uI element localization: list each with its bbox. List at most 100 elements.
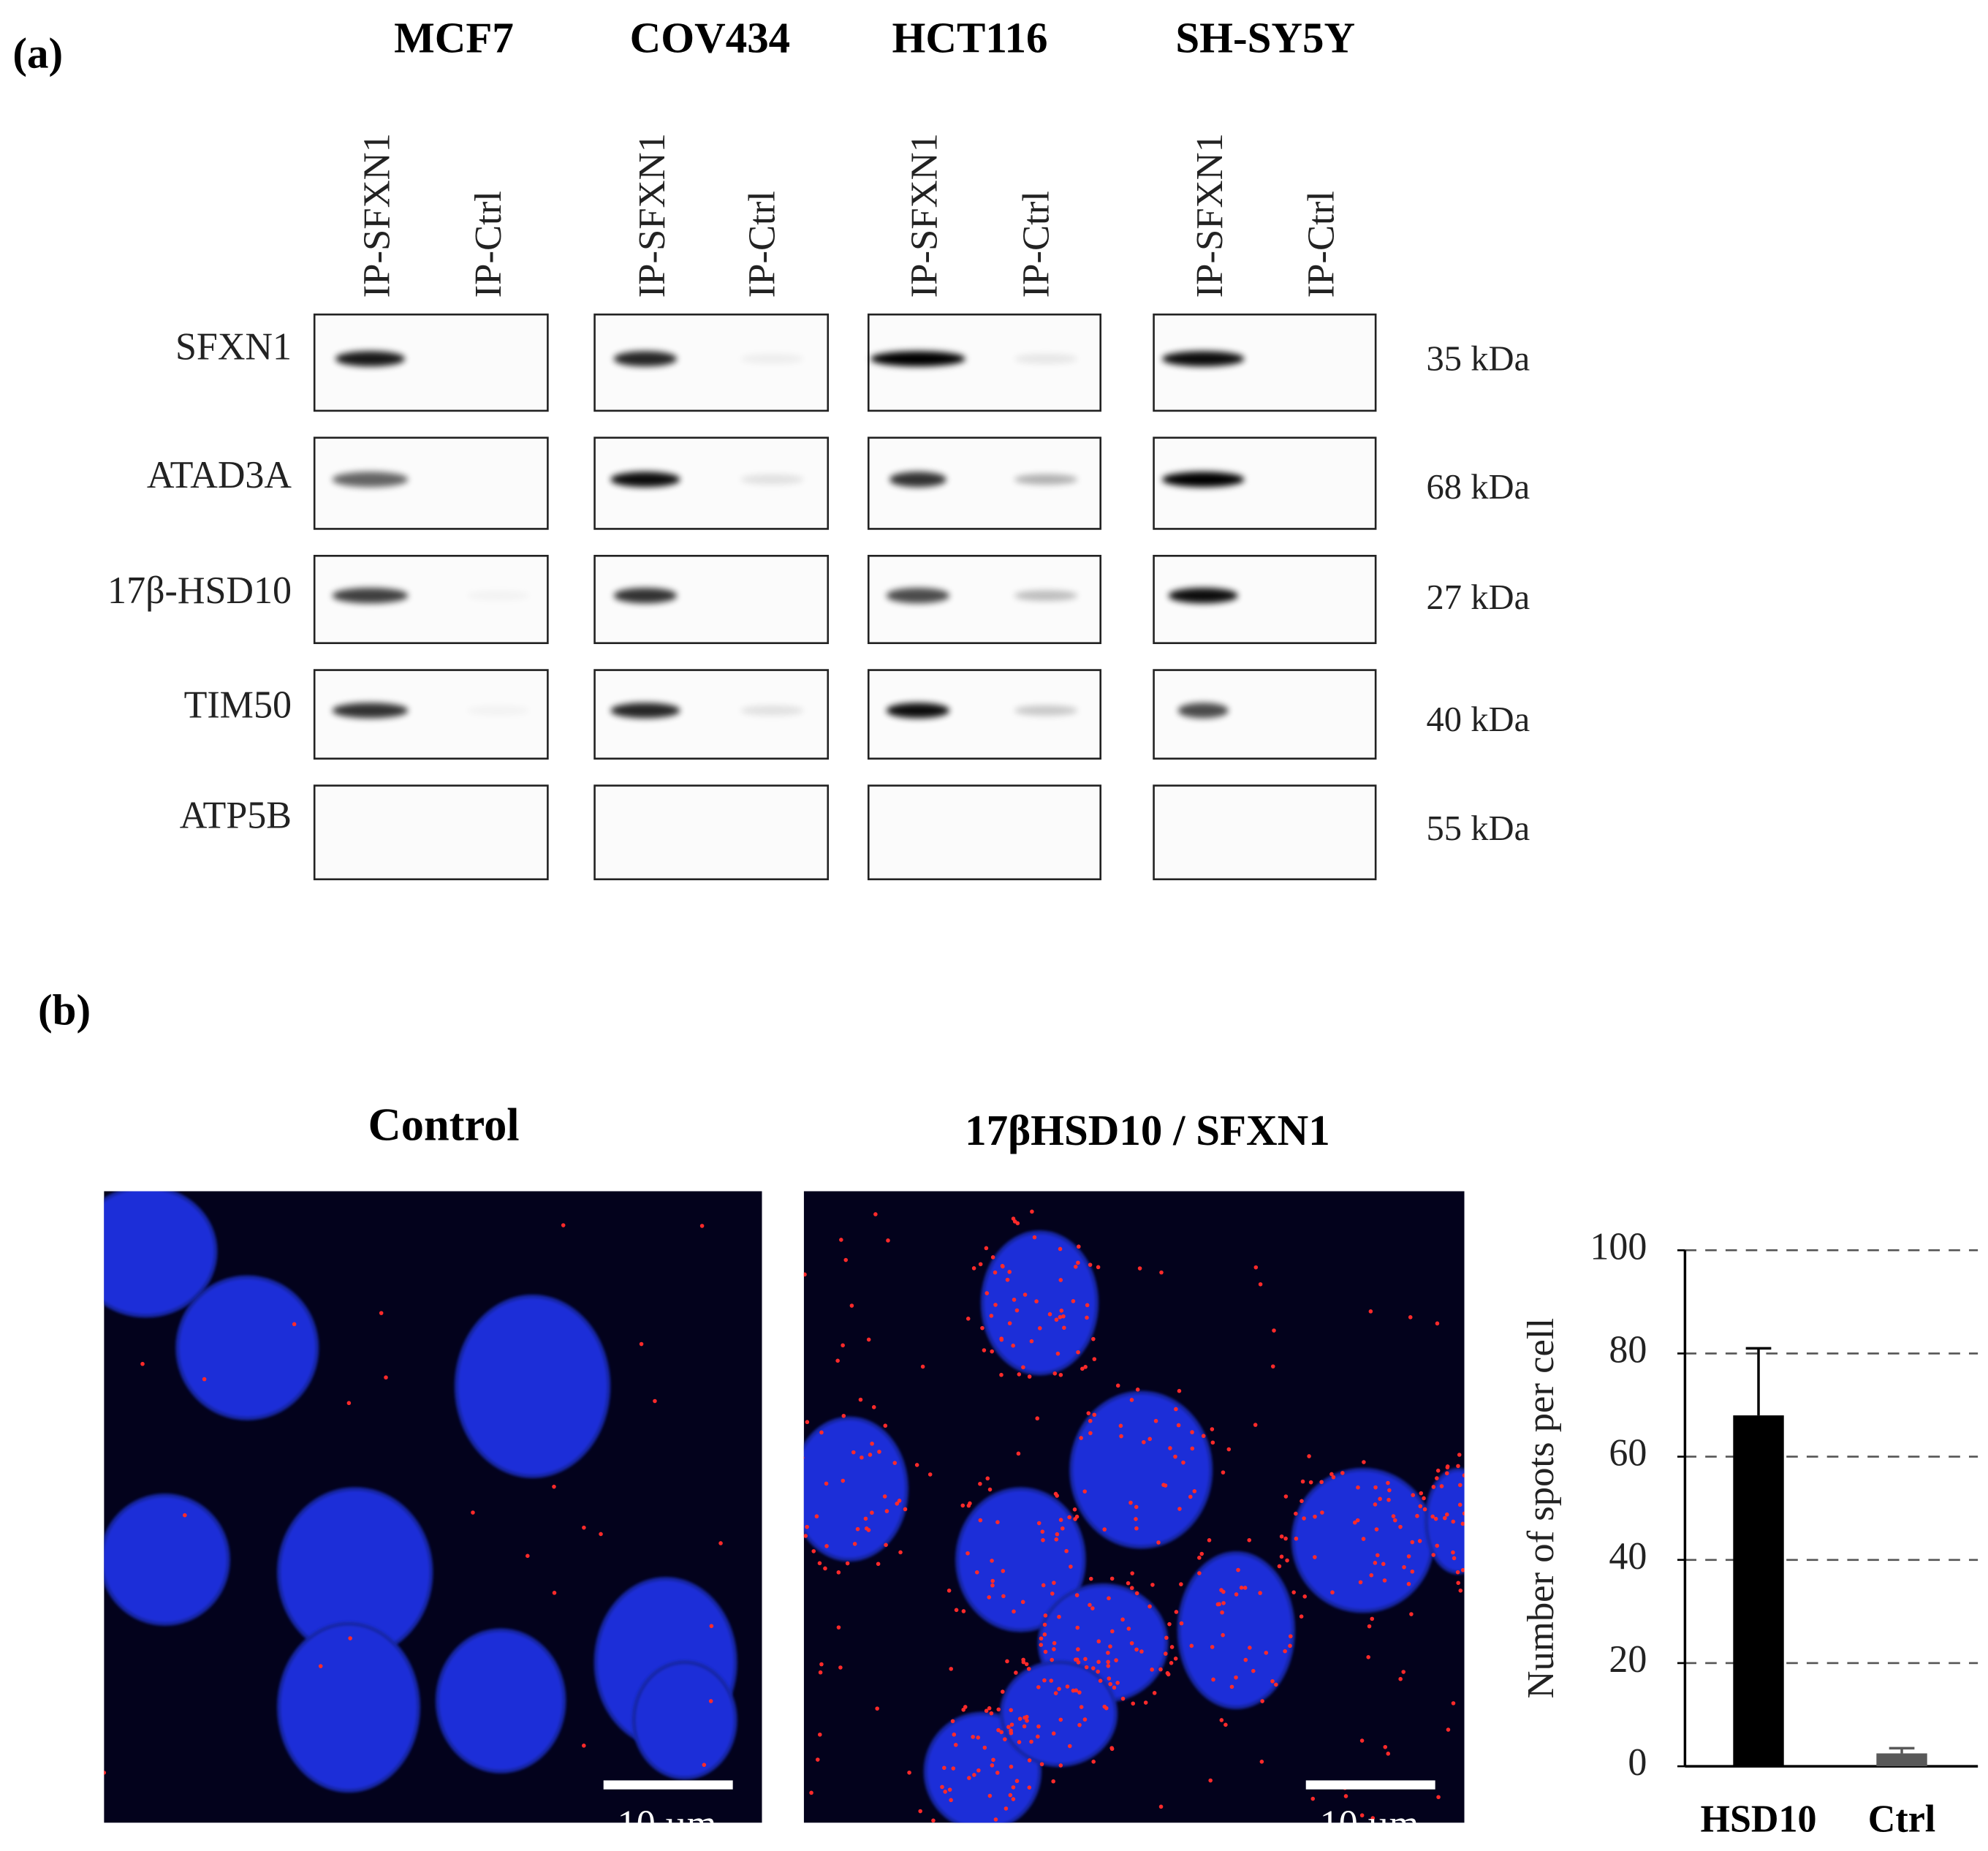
spot	[1135, 1388, 1140, 1392]
spot	[995, 1520, 1000, 1525]
spot	[1430, 1514, 1435, 1519]
band	[740, 474, 804, 485]
spot	[1373, 1561, 1378, 1565]
spot	[978, 1518, 983, 1523]
spot	[1300, 1479, 1305, 1484]
spot	[775, 1481, 779, 1485]
spot	[1039, 1643, 1044, 1647]
spot	[1129, 1586, 1134, 1591]
spot	[982, 1745, 987, 1750]
spot	[1223, 1722, 1228, 1727]
spot	[1017, 1372, 1022, 1377]
spot	[1007, 1270, 1012, 1274]
spot	[978, 1262, 983, 1267]
spot	[1090, 1606, 1095, 1610]
spot	[1415, 1513, 1419, 1518]
spot	[950, 1719, 955, 1724]
band	[332, 703, 409, 719]
spot	[1126, 1627, 1131, 1631]
band	[886, 588, 950, 604]
spot	[1174, 1407, 1178, 1412]
spot	[976, 1768, 981, 1773]
spot	[873, 1212, 878, 1216]
nucleus	[999, 1660, 1118, 1767]
spot	[1088, 1576, 1093, 1581]
spot	[1083, 1365, 1088, 1369]
band	[1177, 703, 1229, 719]
spot	[718, 1541, 723, 1545]
spot	[1050, 1591, 1055, 1596]
spot	[1451, 1519, 1456, 1524]
spot	[1381, 1562, 1386, 1567]
nucleus	[631, 1660, 737, 1780]
spot	[1021, 1659, 1026, 1665]
spot	[1036, 1734, 1040, 1739]
spot	[995, 1771, 1000, 1775]
lane-label: IP-SFXN1	[356, 133, 398, 298]
spot	[1079, 1705, 1084, 1709]
spot	[1359, 1813, 1365, 1818]
spot	[895, 1502, 900, 1506]
spot	[1220, 1610, 1224, 1615]
spot	[818, 1670, 823, 1675]
spot	[823, 1566, 827, 1571]
spot	[972, 1773, 976, 1777]
spot	[1234, 1592, 1239, 1597]
lane-label: IP-Ctrl	[1015, 191, 1058, 298]
spot	[1005, 1277, 1010, 1282]
spot	[1374, 1527, 1379, 1532]
spot	[1036, 1521, 1042, 1526]
spot	[1258, 1282, 1263, 1287]
spot	[1299, 1614, 1304, 1619]
spot	[1192, 1489, 1197, 1494]
spot	[1211, 1677, 1215, 1682]
spot	[927, 1472, 933, 1477]
spot	[965, 1825, 970, 1830]
image-title: Control	[368, 1099, 520, 1150]
spot	[1219, 1718, 1224, 1722]
spot	[1058, 1763, 1063, 1768]
spot	[989, 1711, 994, 1716]
spot	[1253, 1423, 1258, 1427]
spot	[1161, 1483, 1166, 1488]
spot	[870, 1510, 874, 1515]
spot	[1053, 1691, 1058, 1695]
spot	[104, 1771, 107, 1775]
spot	[967, 1776, 971, 1780]
spot	[990, 1763, 995, 1768]
spot	[871, 1405, 876, 1409]
spot	[1109, 1576, 1115, 1581]
spot	[1027, 1758, 1032, 1763]
spot	[1359, 1738, 1365, 1743]
spot	[1119, 1434, 1123, 1439]
band	[332, 588, 409, 604]
spot	[809, 1790, 813, 1795]
spot	[1055, 1351, 1061, 1356]
spot	[811, 1549, 816, 1553]
spot	[1435, 1543, 1440, 1548]
spot	[1096, 1639, 1101, 1644]
spot	[1049, 1678, 1054, 1683]
spot	[1386, 1480, 1390, 1485]
spot	[526, 1553, 530, 1559]
band	[740, 705, 804, 716]
spot	[993, 1817, 998, 1822]
micrograph	[775, 1191, 1465, 1830]
spot	[897, 1499, 902, 1503]
spot	[788, 1519, 792, 1523]
band	[1161, 472, 1245, 488]
spot	[814, 1514, 819, 1519]
spot	[1201, 1434, 1206, 1439]
spot	[1221, 1470, 1226, 1475]
spot	[1128, 1500, 1133, 1505]
spot	[1064, 1548, 1069, 1553]
spot	[1460, 1521, 1465, 1526]
spot	[1368, 1309, 1373, 1314]
spot	[800, 1434, 804, 1438]
blot	[1153, 784, 1377, 881]
spot	[1052, 1647, 1056, 1651]
spot	[1058, 1372, 1063, 1377]
spot	[1077, 1690, 1082, 1695]
spot	[1042, 1632, 1047, 1637]
spot	[876, 1562, 881, 1567]
